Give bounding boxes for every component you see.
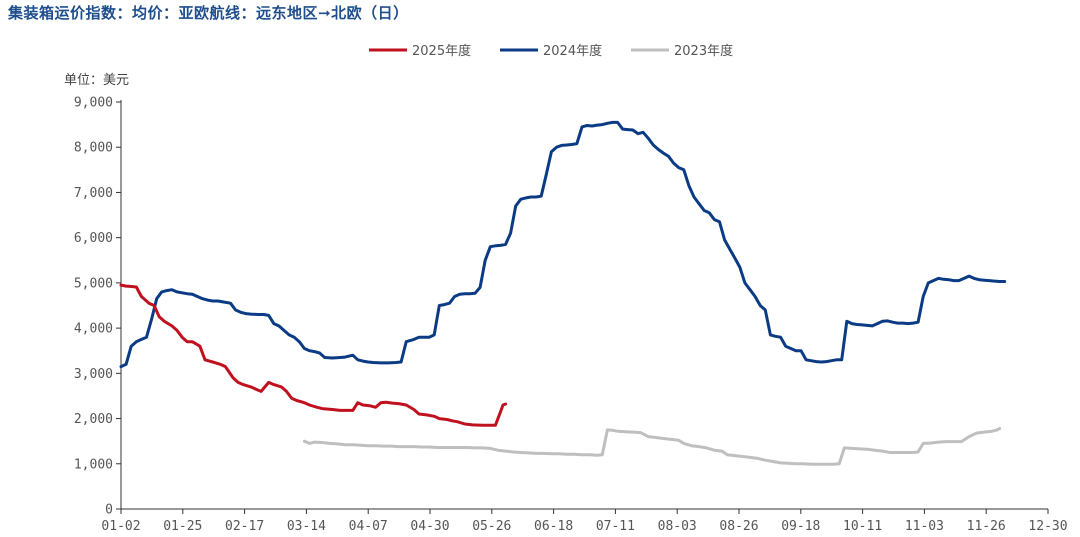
- legend-item: 2024年度: [500, 43, 602, 59]
- legend: 2025年度 2024年度 2023年度: [369, 43, 733, 59]
- x-tick-label: 11-03: [905, 519, 944, 534]
- y-tick-label: 7,000: [74, 186, 113, 201]
- x-tick-label: 06-18: [534, 519, 573, 534]
- chart-title: 集装箱运价指数：均价：亚欧航线：远东地区➞北欧（日）: [8, 4, 409, 22]
- x-tick-label: 08-03: [658, 519, 697, 534]
- y-tick-label: 8,000: [74, 141, 113, 156]
- y-tick-label: 9,000: [74, 96, 113, 111]
- series-layer: [119, 120, 1007, 466]
- y-tick-label: 2,000: [74, 412, 113, 427]
- x-tick-label: 11-26: [967, 519, 1006, 534]
- x-tick-label: 03-14: [287, 519, 326, 534]
- series-line-2025年度: [119, 283, 508, 427]
- x-axis: 01-02 01-25 02-17 03-14 04-07 04-30 05-26 06-18…: [101, 508, 1068, 534]
- legend-label: 2025年度: [412, 43, 471, 59]
- x-tick-label: 12-30: [1028, 519, 1067, 534]
- x-tick-label: 08-26: [719, 519, 758, 534]
- legend-label: 2023年度: [674, 43, 733, 59]
- series-line-2024年度: [119, 120, 1007, 369]
- y-tick-label: 0: [105, 503, 113, 518]
- series-line-2023年度: [302, 427, 1002, 466]
- y-tick-label: 3,000: [74, 367, 113, 382]
- legend-label: 2024年度: [543, 43, 602, 59]
- y-axis: 0 1,000 2,000 3,000 4,000 5,000 6,000 7,000 8,00…: [74, 96, 122, 518]
- y-tick-label: 6,000: [74, 231, 113, 246]
- legend-item: 2023年度: [631, 43, 733, 59]
- x-tick-label: 05-26: [472, 519, 511, 534]
- x-tick-label: 01-25: [163, 519, 202, 534]
- x-tick-label: 09-18: [781, 519, 820, 534]
- y-tick-label: 4,000: [74, 322, 113, 337]
- y-tick-label: 5,000: [74, 276, 113, 291]
- legend-item: 2025年度: [369, 43, 471, 59]
- x-tick-label: 01-02: [101, 519, 140, 534]
- y-tick-label: 1,000: [74, 457, 113, 472]
- x-tick-label: 02-17: [225, 519, 264, 534]
- x-tick-label: 10-11: [843, 519, 882, 534]
- x-tick-label: 04-07: [349, 519, 388, 534]
- x-tick-label: 04-30: [410, 519, 449, 534]
- x-tick-label: 07-11: [596, 519, 635, 534]
- unit-label: 单位：美元: [64, 73, 129, 88]
